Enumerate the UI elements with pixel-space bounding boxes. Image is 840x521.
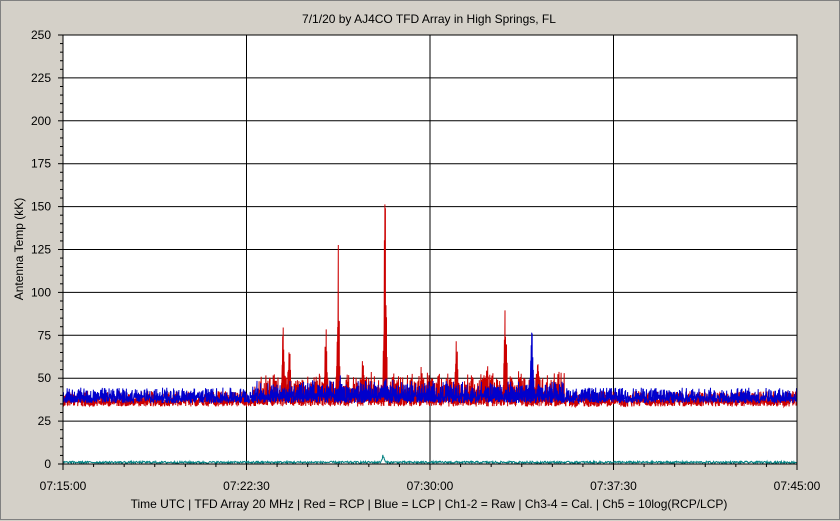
series-line-ch5 <box>62 454 798 466</box>
series-layer <box>62 204 798 466</box>
y-tick-label: 75 <box>38 328 52 342</box>
y-tick-label: 225 <box>31 71 51 85</box>
y-tick-label: 200 <box>31 114 51 128</box>
y-tick-label: 0 <box>44 457 51 471</box>
x-tick-label: 07:45:00 <box>774 479 821 493</box>
x-axis-ticks: 07:15:00 07:22:30 07:30:00 07:37:30 07:45:00 <box>40 464 821 493</box>
x-axis-label: Time UTC | TFD Array 20 MHz | Red = RCP … <box>131 497 728 511</box>
y-tick-label: 175 <box>31 157 51 171</box>
y-tick-label: 25 <box>38 414 52 428</box>
y-tick-label: 250 <box>31 28 51 42</box>
y-axis-ticks: 0 25 50 75 100 125 150 175 200 225 250 <box>31 28 63 471</box>
x-tick-label: 07:30:00 <box>407 479 454 493</box>
series-line-lcp <box>62 332 798 405</box>
y-axis-label: Antenna Temp (kK) <box>12 198 26 301</box>
y-tick-label: 50 <box>38 371 52 385</box>
chart-title: 7/1/20 by AJ4CO TFD Array in High Spring… <box>302 12 556 26</box>
y-tick-label: 100 <box>31 285 51 299</box>
y-tick-label: 150 <box>31 200 51 214</box>
y-tick-label: 125 <box>31 243 51 257</box>
x-tick-label: 07:37:30 <box>590 479 637 493</box>
x-tick-label: 07:15:00 <box>40 479 87 493</box>
x-tick-label: 07:22:30 <box>223 479 270 493</box>
